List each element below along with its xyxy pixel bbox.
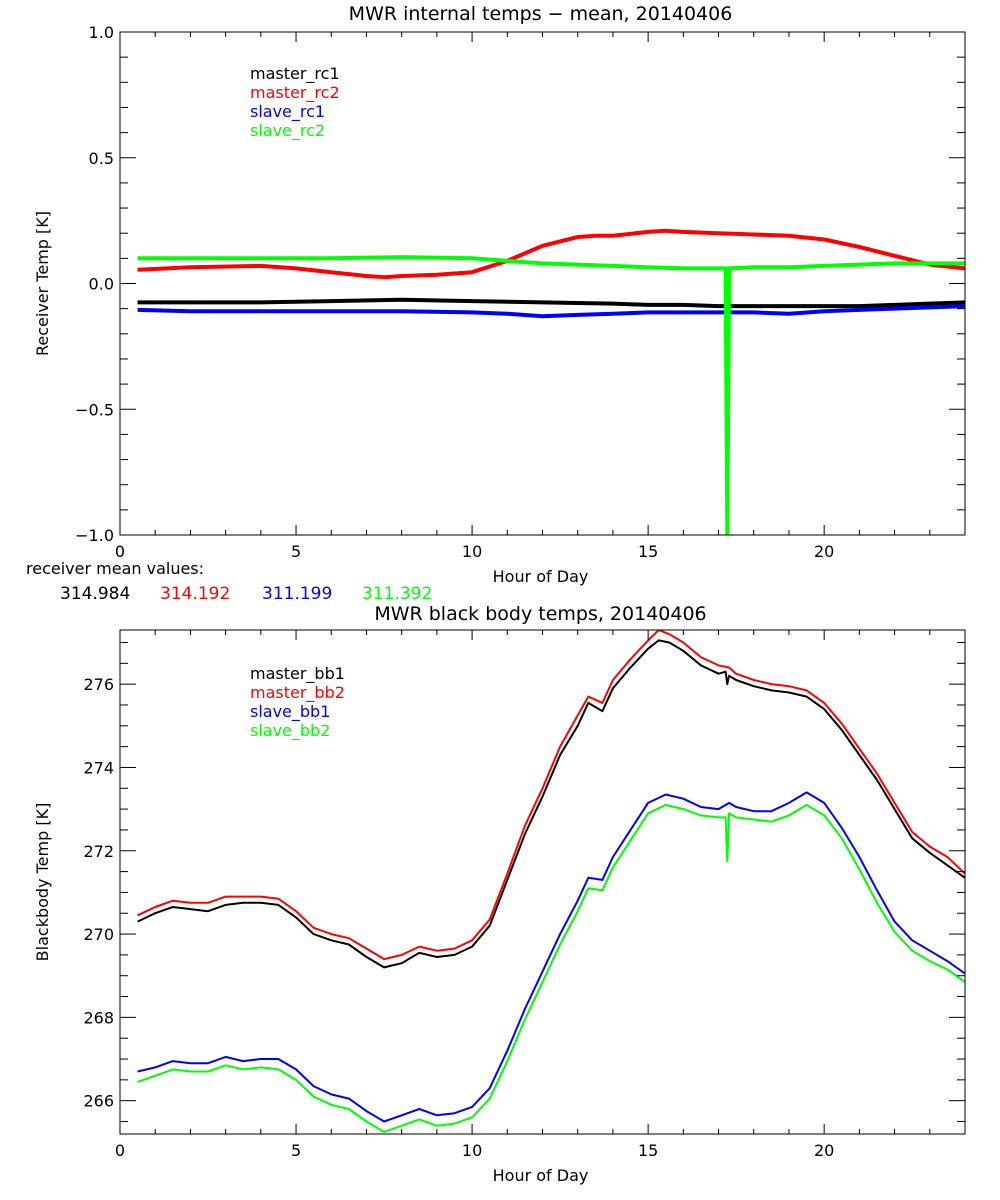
series-group [137, 630, 965, 1133]
series-line-master-rc1 [137, 297, 965, 309]
plot-frame [119, 31, 966, 536]
series-line-slave-rc1 [137, 304, 965, 319]
mean-value-slave-rc2: 311.392 [362, 584, 432, 604]
mean-values-label: receiver mean values: [26, 559, 204, 578]
y-tick-label: −1.0 [75, 526, 114, 545]
y-tick-label: 0.0 [89, 275, 114, 294]
x-axis-label: Hour of Day [493, 567, 589, 586]
x-tick-label: 15 [638, 1141, 658, 1160]
series-line-master-rc2 [137, 228, 965, 280]
y-tick-label: 1.0 [89, 23, 114, 42]
legend-entry-master-rc2: master_rc2 [250, 83, 340, 103]
y-tick-label: 270 [83, 925, 114, 944]
legend-entry-master-rc1: master_rc1 [250, 64, 340, 84]
x-tick-label: 5 [291, 542, 301, 561]
internal-temps-chart: 0 5 10 15 20 −1.0 −0.5 0.0 0.5 1.0 MWR internal te… [33, 3, 966, 586]
y-tick-label: 272 [83, 842, 114, 861]
legend-entry-slave-bb2: slave_bb2 [250, 721, 330, 741]
mean-value-slave-rc1: 311.199 [262, 584, 332, 604]
y-tick-label: −0.5 [75, 400, 114, 419]
series-line-master-bb1 [137, 639, 965, 969]
mean-value-master-rc1: 314.984 [60, 584, 130, 604]
x-tick-label: 20 [814, 542, 834, 561]
x-axis-label: Hour of Day [493, 1166, 589, 1185]
series-line-slave-rc2 [137, 255, 965, 535]
legend-entry-slave-rc1: slave_rc1 [250, 102, 325, 122]
series-line-slave-bb1 [137, 791, 965, 1123]
legend-entry-slave-bb1: slave_bb1 [250, 702, 330, 722]
chart-title: MWR black body temps, 20140406 [374, 603, 706, 625]
x-tick-label: 10 [462, 1141, 482, 1160]
y-axis-label: Blackbody Temp [K] [33, 803, 52, 962]
x-tick-label: 10 [462, 542, 482, 561]
chart-title: MWR internal temps − mean, 20140406 [349, 3, 733, 25]
y-tick-label: 266 [83, 1092, 114, 1111]
mean-value-master-rc2: 314.192 [160, 584, 230, 604]
legend-entry-master-bb2: master_bb2 [250, 683, 345, 703]
legend-entry-slave-rc2: slave_rc2 [250, 121, 325, 141]
series-line-slave-bb2 [137, 803, 965, 1133]
y-tick-label: 274 [83, 758, 114, 777]
y-axis-label: Receiver Temp [K] [33, 211, 52, 356]
y-tick-label: 268 [83, 1008, 114, 1027]
x-tick-label: 0 [115, 542, 125, 561]
x-tick-label: 15 [638, 542, 658, 561]
y-tick-label: 276 [83, 675, 114, 694]
blackbody-temps-chart: 0 5 10 15 20 266 268 270 272 274 276 MWR black body… [33, 603, 966, 1185]
y-tick-label: 0.5 [89, 149, 114, 168]
x-tick-label: 0 [115, 1141, 125, 1160]
series-group [137, 228, 965, 535]
legend-entry-master-bb1: master_bb1 [250, 664, 345, 684]
x-tick-label: 5 [291, 1141, 301, 1160]
receiver-mean-values: receiver mean values: 314.984 314.192 31… [26, 559, 432, 604]
x-tick-label: 20 [814, 1141, 834, 1160]
plot-frame [119, 629, 966, 1135]
series-line-master-bb2 [137, 630, 965, 961]
